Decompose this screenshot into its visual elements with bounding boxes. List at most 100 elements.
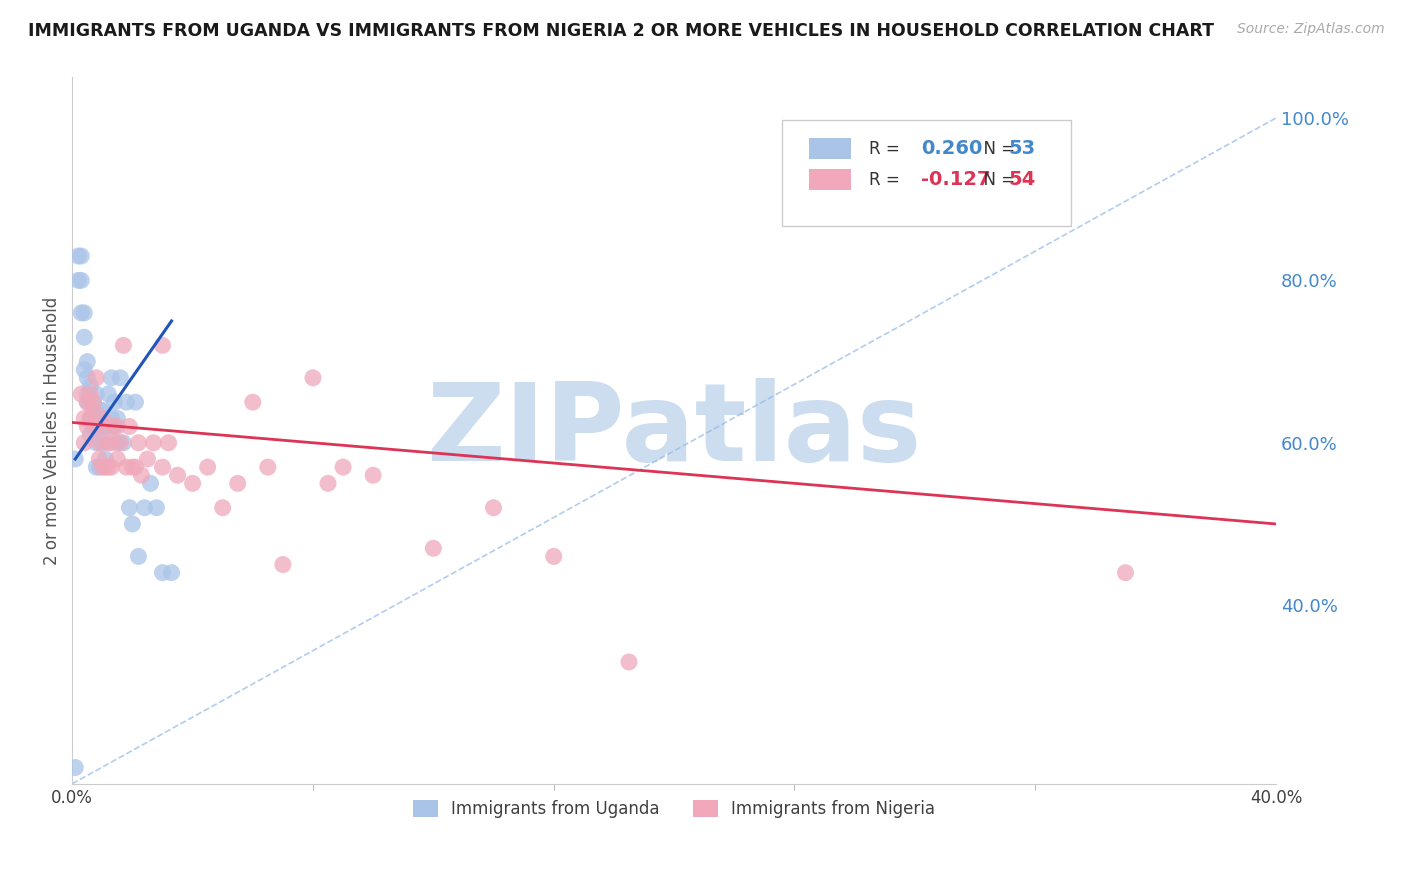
Text: R =: R = bbox=[869, 140, 905, 158]
Point bbox=[100, 435, 122, 450]
Point bbox=[242, 395, 264, 409]
Point bbox=[139, 476, 162, 491]
Point bbox=[124, 460, 146, 475]
Point bbox=[70, 273, 93, 287]
Point bbox=[91, 419, 114, 434]
Point bbox=[543, 549, 565, 564]
Point bbox=[89, 460, 111, 475]
Point bbox=[65, 452, 87, 467]
Bar bbox=[808, 169, 851, 191]
Point bbox=[166, 468, 188, 483]
Point bbox=[79, 411, 101, 425]
Point bbox=[91, 403, 114, 417]
Point bbox=[118, 419, 141, 434]
Text: N =: N = bbox=[973, 171, 1019, 189]
Point bbox=[152, 338, 174, 352]
Point bbox=[97, 419, 120, 434]
Point bbox=[103, 419, 125, 434]
Point bbox=[84, 419, 107, 434]
Point bbox=[84, 435, 107, 450]
Point bbox=[79, 427, 101, 442]
Point bbox=[145, 500, 167, 515]
Point bbox=[76, 354, 98, 368]
Point bbox=[256, 460, 278, 475]
Point bbox=[70, 306, 93, 320]
Point bbox=[97, 435, 120, 450]
Point bbox=[127, 549, 149, 564]
FancyBboxPatch shape bbox=[782, 120, 1071, 226]
Point bbox=[316, 476, 339, 491]
Text: -0.127: -0.127 bbox=[921, 170, 990, 189]
Point bbox=[110, 371, 132, 385]
Point bbox=[67, 249, 90, 263]
Point bbox=[84, 411, 107, 425]
Point bbox=[89, 452, 111, 467]
Point bbox=[302, 371, 325, 385]
Point bbox=[73, 330, 96, 344]
Point bbox=[422, 541, 444, 556]
Point bbox=[91, 435, 114, 450]
Point bbox=[124, 395, 146, 409]
Point bbox=[152, 566, 174, 580]
Point bbox=[134, 500, 156, 515]
Point bbox=[89, 435, 111, 450]
Point bbox=[84, 387, 107, 401]
Point bbox=[110, 435, 132, 450]
Point bbox=[79, 395, 101, 409]
Point bbox=[197, 460, 219, 475]
Text: R =: R = bbox=[869, 171, 905, 189]
Point bbox=[131, 468, 153, 483]
Point bbox=[226, 476, 249, 491]
Y-axis label: 2 or more Vehicles in Household: 2 or more Vehicles in Household bbox=[44, 296, 60, 565]
Point bbox=[91, 460, 114, 475]
Text: 54: 54 bbox=[1008, 170, 1036, 189]
Point bbox=[73, 362, 96, 376]
Point bbox=[115, 460, 138, 475]
Point bbox=[271, 558, 294, 572]
Text: 53: 53 bbox=[1008, 139, 1036, 158]
Point bbox=[332, 460, 354, 475]
Point bbox=[121, 460, 143, 475]
Point bbox=[65, 760, 87, 774]
Point bbox=[97, 460, 120, 475]
Point bbox=[617, 655, 640, 669]
Point bbox=[94, 419, 117, 434]
Point bbox=[121, 516, 143, 531]
Point bbox=[105, 435, 128, 450]
Point bbox=[89, 403, 111, 417]
Point bbox=[70, 387, 93, 401]
Text: 0.260: 0.260 bbox=[921, 139, 983, 158]
Text: Source: ZipAtlas.com: Source: ZipAtlas.com bbox=[1237, 22, 1385, 37]
Point bbox=[94, 460, 117, 475]
Point bbox=[105, 452, 128, 467]
Point bbox=[100, 371, 122, 385]
Point bbox=[105, 419, 128, 434]
Point bbox=[79, 387, 101, 401]
Point bbox=[82, 403, 104, 417]
Point bbox=[89, 419, 111, 434]
Point bbox=[73, 306, 96, 320]
Point bbox=[112, 435, 135, 450]
Point bbox=[181, 476, 204, 491]
Point bbox=[118, 500, 141, 515]
Point bbox=[73, 435, 96, 450]
Point bbox=[97, 387, 120, 401]
Point bbox=[76, 395, 98, 409]
Legend: Immigrants from Uganda, Immigrants from Nigeria: Immigrants from Uganda, Immigrants from … bbox=[406, 793, 942, 825]
Point bbox=[76, 395, 98, 409]
Point bbox=[76, 419, 98, 434]
Point bbox=[82, 395, 104, 409]
Point bbox=[152, 460, 174, 475]
Point bbox=[76, 371, 98, 385]
Point bbox=[136, 452, 159, 467]
Text: N =: N = bbox=[973, 140, 1019, 158]
Point bbox=[79, 411, 101, 425]
Point bbox=[112, 338, 135, 352]
Point bbox=[157, 435, 180, 450]
Point bbox=[67, 273, 90, 287]
Point bbox=[127, 435, 149, 450]
Point bbox=[82, 419, 104, 434]
Point bbox=[91, 411, 114, 425]
Point bbox=[103, 419, 125, 434]
Point bbox=[100, 460, 122, 475]
